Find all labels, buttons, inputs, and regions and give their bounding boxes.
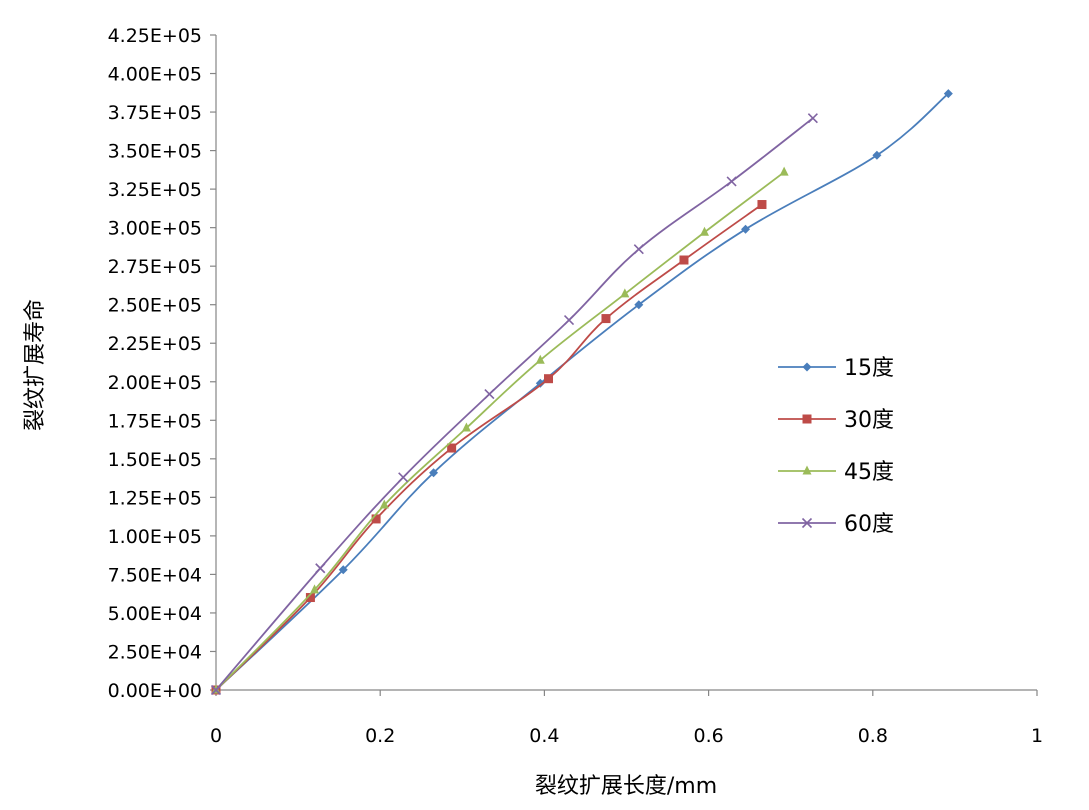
y-tick-label: 4.25E+05 [108,25,202,47]
data-point [484,389,495,400]
series-line [215,92,949,691]
x-tick-label: 0.6 [693,725,723,747]
data-point [429,468,439,478]
data-point [398,472,409,483]
y-tick-label: 1.00E+05 [108,526,202,548]
data-point [315,563,326,574]
marker-stroke [633,244,644,255]
marker-stroke [801,517,813,529]
legend-marker [801,517,813,529]
y-tick-label: 1.75E+05 [108,410,202,432]
y-axis-title: 裂纹扩展寿命 [23,299,48,431]
series-layer [210,89,953,696]
data-point [634,300,644,310]
y-tick-label: 1.50E+05 [108,449,202,471]
x-tick-label: 0.8 [858,725,888,747]
y-tick-label: 2.75E+05 [108,256,202,278]
y-tick-label: 3.50E+05 [108,141,202,163]
data-point [807,113,818,124]
data-point [601,314,611,324]
data-point [779,166,789,176]
y-tick-label: 2.50E+04 [108,641,202,663]
data-point [379,499,389,509]
y-tick-label: 5.00E+04 [108,603,202,625]
data-point [461,422,471,432]
legend-item: 15度 [778,356,894,381]
series-1 [211,89,953,695]
y-tick-label: 3.75E+05 [108,102,202,124]
data-point [726,176,737,187]
series-4 [210,113,818,696]
data-point [620,288,630,298]
y-tick-label: 4.00E+05 [108,64,202,86]
data-point [633,244,644,255]
marker-stroke [484,389,495,400]
data-point [757,200,767,210]
legend-item: 30度 [778,408,894,433]
legend: 15度 30度 45度 60度 [778,356,894,537]
legend-label: 15度 [844,356,894,381]
legend-label: 45度 [844,460,894,485]
y-tick-label: 2.00E+05 [108,372,202,394]
marker-stroke [210,684,222,696]
marker-stroke [315,563,326,574]
data-point [535,354,545,364]
data-point [210,684,222,696]
x-tick-label: 0.2 [365,725,395,747]
series-2 [211,200,767,695]
series-line [215,203,763,691]
legend-item: 45度 [778,460,894,485]
data-point [535,378,545,388]
marker-stroke [807,113,818,124]
data-point [741,224,751,234]
data-point [310,584,320,594]
axes: 0.00E+00 2.50E+04 5.00E+04 7.50E+04 1.00E+05… [108,25,1043,747]
marker-stroke [398,472,409,483]
y-tick-label: 0.00E+00 [108,680,202,702]
legend-marker [802,465,812,475]
legend-marker [802,414,812,424]
y-tick-label: 3.00E+05 [108,218,202,240]
y-tick-label: 2.25E+05 [108,333,202,355]
data-point [447,443,457,453]
marker-stroke [563,315,575,326]
data-point [872,150,882,160]
x-tick-label: 1 [1031,725,1043,747]
y-tick-label: 2.50E+05 [108,295,202,317]
x-tick-label: 0.4 [529,725,559,747]
y-tick-label: 1.25E+05 [108,487,202,509]
legend-label: 30度 [844,408,894,433]
y-tick-label: 3.25E+05 [108,179,202,201]
data-point [679,255,689,265]
data-point [699,226,709,236]
data-point [371,514,381,524]
marker-stroke [726,176,737,187]
x-tick-label: 0 [210,725,222,747]
legend-marker [802,362,812,372]
data-point [563,315,575,326]
data-point [305,593,315,603]
legend-item: 60度 [778,512,894,537]
data-point [544,374,554,384]
x-axis-title: 裂纹扩展长度/mm [535,774,717,799]
data-point [943,89,953,99]
data-point [338,565,348,575]
y-tick-label: 7.50E+04 [108,564,202,586]
legend-label: 60度 [844,512,894,537]
